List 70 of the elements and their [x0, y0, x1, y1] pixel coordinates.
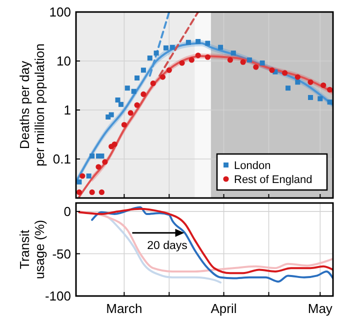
- point: [230, 50, 236, 56]
- point: [308, 94, 314, 100]
- y-tick-label: 0: [64, 204, 71, 220]
- point: [115, 98, 120, 102]
- point: [269, 67, 275, 73]
- point: [76, 179, 82, 184]
- point: [205, 40, 210, 46]
- point: [186, 40, 191, 45]
- point: [121, 122, 127, 128]
- point: [80, 173, 86, 179]
- point: [99, 154, 104, 159]
- x-tick-label: May: [308, 301, 333, 316]
- point: [240, 59, 246, 65]
- point: [286, 86, 291, 91]
- point: [108, 112, 114, 118]
- point: [118, 102, 124, 107]
- point: [204, 54, 211, 60]
- y-tick-label: 0.1: [52, 152, 71, 167]
- point: [318, 96, 323, 102]
- point: [160, 74, 166, 80]
- point: [294, 74, 300, 80]
- point: [163, 45, 168, 50]
- point: [166, 67, 172, 73]
- y-tick-label: 100: [49, 4, 71, 20]
- point: [246, 57, 252, 62]
- annotation: 20 days: [147, 240, 188, 252]
- point: [147, 56, 152, 61]
- point: [282, 70, 288, 76]
- legend-label: Rest of England: [234, 174, 312, 186]
- point: [218, 44, 224, 50]
- point: [102, 159, 108, 165]
- point: [188, 57, 194, 63]
- point: [124, 86, 130, 91]
- legend-label: London: [234, 160, 271, 172]
- point: [90, 154, 95, 159]
- point: [98, 189, 104, 196]
- point: [327, 100, 332, 105]
- point: [112, 141, 118, 148]
- point: [260, 60, 265, 66]
- y-axis-title: Transit usage (%): [17, 220, 47, 280]
- point: [134, 75, 140, 80]
- point: [89, 189, 95, 196]
- point: [253, 64, 259, 70]
- point: [308, 79, 314, 85]
- point: [154, 50, 159, 56]
- point: [295, 80, 300, 85]
- point: [86, 173, 92, 178]
- y-tick-label: 10: [56, 54, 71, 69]
- point: [140, 91, 146, 98]
- x-tick-label: April: [210, 301, 237, 316]
- point: [326, 86, 333, 92]
- point: [134, 102, 140, 108]
- y-tick-label: -50: [52, 246, 71, 262]
- point: [140, 68, 146, 73]
- y-tick-label: 1: [64, 102, 71, 118]
- point: [227, 57, 233, 63]
- point: [179, 60, 185, 66]
- point: [170, 44, 175, 50]
- x-tick-label: March: [106, 301, 142, 316]
- point: [76, 189, 82, 196]
- point: [150, 80, 156, 86]
- line-series: [91, 206, 333, 283]
- point: [195, 52, 201, 58]
- point: [320, 82, 326, 88]
- point: [196, 39, 201, 44]
- point: [96, 164, 102, 170]
- point: [131, 88, 136, 94]
- y-axis-title: Deaths per day per million population: [17, 44, 47, 166]
- point: [128, 110, 134, 116]
- y-tick-label: -100: [44, 288, 71, 304]
